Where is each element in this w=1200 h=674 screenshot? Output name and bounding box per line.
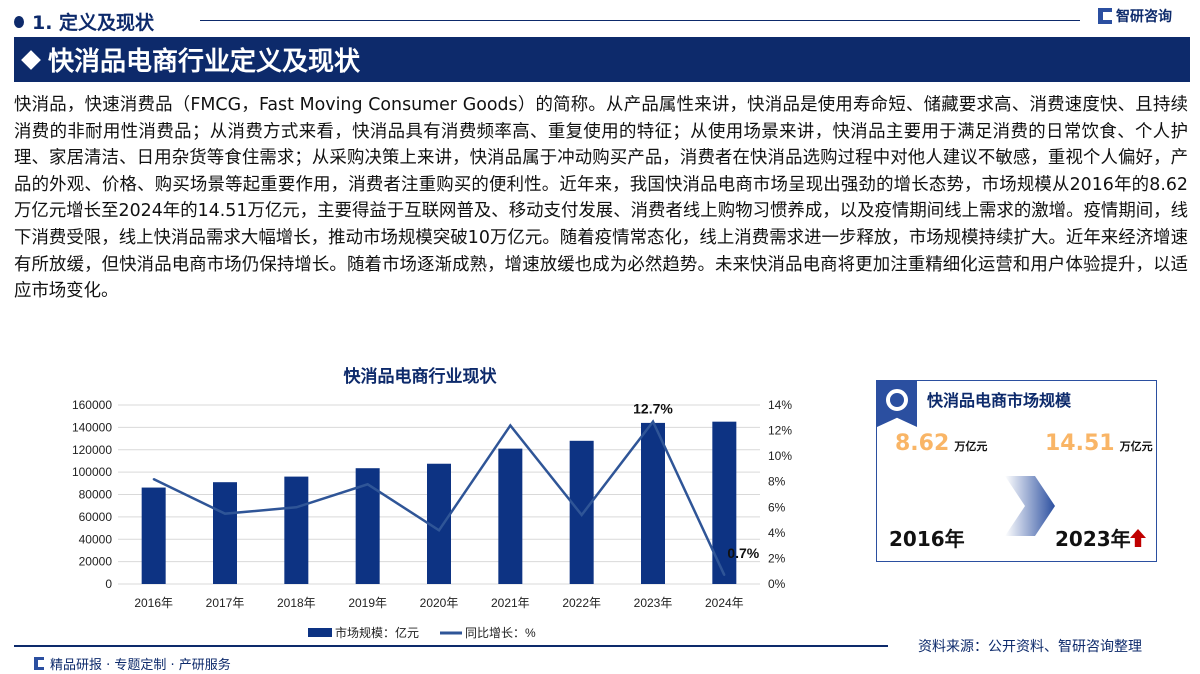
y2-tick-label: 8% <box>768 475 786 489</box>
chart: 0 20000 40000 60000 80000 100000 120000 140000 1… <box>72 398 792 640</box>
y2-tick-label: 2% <box>768 551 786 565</box>
market-size-card: 快消品电商市场规模 8.62 万亿元 14.51 万亿元 2016年 2023年 <box>876 380 1157 562</box>
from-unit: 万亿元 <box>954 440 988 453</box>
line-point <box>723 574 726 577</box>
line-point <box>224 512 226 515</box>
y-tick-label: 160000 <box>72 398 112 412</box>
body-text: 快消品，快速消费品（FMCG，Fast Moving Consumer Good… <box>14 95 1188 302</box>
y2-tick-label: 4% <box>768 526 786 540</box>
y-tick-label: 40000 <box>79 532 113 546</box>
line-point <box>652 420 654 423</box>
x-tick-label: 2016年 <box>134 596 173 610</box>
bar <box>641 422 665 584</box>
footer: 精品研报 · 专题定制 · 产研服务 <box>34 654 231 673</box>
logo-icon <box>34 657 44 670</box>
y2-tick-label: 14% <box>768 398 792 412</box>
chart-title: 快消品电商行业现状 <box>343 367 497 387</box>
x-tick-label: 2019年 <box>348 596 387 610</box>
x-tick-label: 2020年 <box>420 596 459 610</box>
line-point <box>295 506 298 509</box>
y-tick-label: 80000 <box>79 488 113 502</box>
bullet-icon <box>14 15 24 28</box>
legend-bar-label: 市场规模：亿元 <box>335 625 419 640</box>
chart-badge-icon <box>877 381 917 427</box>
y2-tick-label: 0% <box>768 577 786 591</box>
y2-tick-label: 10% <box>768 449 792 463</box>
x-tick-label: 2018年 <box>277 596 316 610</box>
line-point <box>152 478 155 481</box>
to-year: 2023年 <box>1055 527 1131 551</box>
source-note: 资料来源：公开资料、智研咨询整理 <box>918 639 1142 655</box>
section-heading: 1. 定义及现状 <box>14 8 154 35</box>
y-tick-label: 100000 <box>72 465 112 479</box>
diamond-icon <box>21 49 41 70</box>
divider <box>200 20 1080 21</box>
line-point <box>509 424 512 427</box>
y-tick-label: 140000 <box>72 420 112 434</box>
page-title: 快消品电商行业定义及现状 <box>14 37 1190 82</box>
data-label: 12.7% <box>633 401 673 417</box>
line-point <box>366 483 369 486</box>
y-tick-label: 20000 <box>79 555 113 569</box>
logo-icon <box>1098 8 1112 24</box>
bar <box>498 448 523 584</box>
x-tick-label: 2022年 <box>562 596 601 610</box>
x-tick-label: 2021年 <box>491 596 530 610</box>
card-title: 快消品电商市场规模 <box>927 391 1072 410</box>
arrow-right-icon <box>1005 476 1055 536</box>
to-value: 14.51 <box>1045 431 1115 456</box>
y-tick-label: 0 <box>105 577 112 591</box>
line-point <box>580 513 583 516</box>
x-tick-label: 2023年 <box>634 596 673 610</box>
bar <box>284 476 309 584</box>
from-value: 8.62 <box>895 431 950 456</box>
bar <box>213 482 237 584</box>
line-point <box>438 529 440 532</box>
y2-tick-label: 12% <box>768 424 792 438</box>
legend-line-label: 同比增长：% <box>465 626 536 640</box>
brand-logo: 智研咨询 <box>1098 6 1172 26</box>
to-unit: 万亿元 <box>1119 440 1153 453</box>
y2-tick-label: 6% <box>768 500 786 514</box>
bar <box>569 440 594 584</box>
legend-bar-swatch <box>308 628 332 637</box>
data-label: 0.7% <box>727 545 759 561</box>
divider <box>14 645 888 647</box>
x-tick-label: 2024年 <box>705 596 744 610</box>
from-year: 2016年 <box>889 527 965 551</box>
y-tick-label: 120000 <box>72 443 112 457</box>
x-tick-label: 2017年 <box>206 596 245 610</box>
bar <box>141 487 166 584</box>
arrow-up-icon <box>1130 529 1146 547</box>
y-tick-label: 60000 <box>79 510 113 524</box>
